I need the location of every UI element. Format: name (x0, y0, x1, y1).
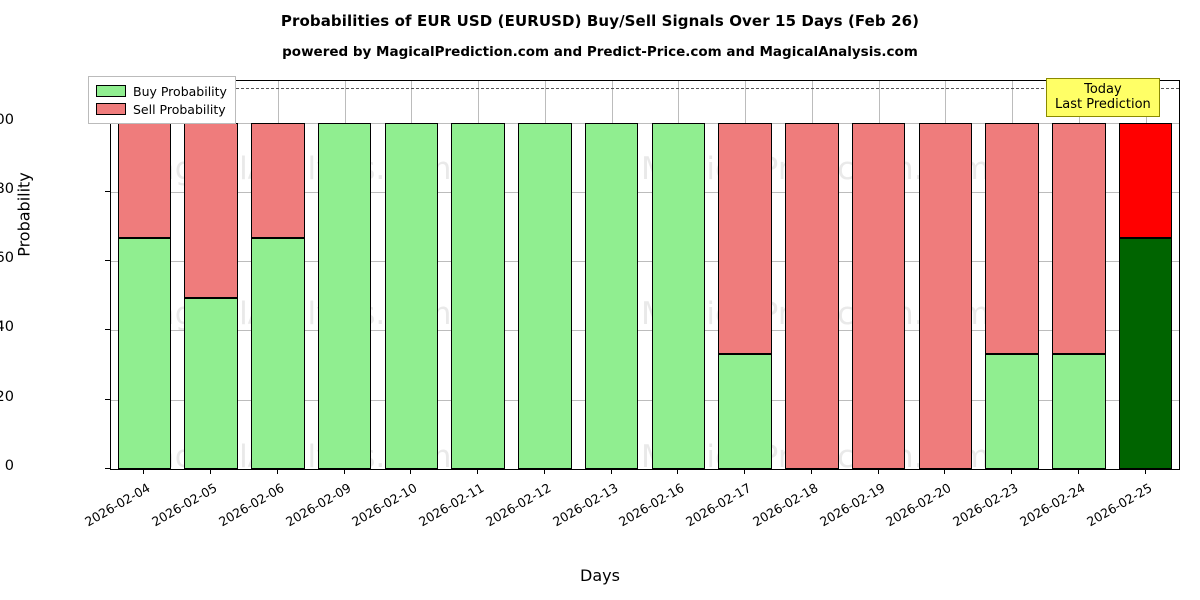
legend-item-sell: Sell Probability (96, 100, 227, 118)
bar-segment-sell[interactable] (718, 122, 772, 354)
bar-2026-02-19[interactable] (851, 122, 906, 469)
y-axis-tick-mark (105, 468, 110, 469)
y-axis-tick-label: 0 (4, 458, 14, 474)
x-axis-tick-mark (744, 469, 746, 474)
gridline-horizontal (111, 261, 1179, 263)
bar-segment-buy[interactable] (1118, 237, 1173, 469)
bar-2026-02-10[interactable] (384, 122, 439, 469)
bar-2026-02-13[interactable] (584, 122, 639, 469)
chart-subtitle: powered by MagicalPrediction.com and Pre… (282, 44, 918, 60)
plot-area: MagicalAnalysis.comMagicalPrediction.com… (110, 80, 1180, 470)
chart-legend: Buy Probability Sell Probability (88, 76, 236, 124)
bar-segment-buy[interactable] (451, 122, 505, 469)
bar-segment-buy[interactable] (317, 122, 372, 469)
bar-segment-buy[interactable] (117, 237, 172, 469)
today-annotation-line2: Last Prediction (1055, 97, 1151, 112)
bar-2026-02-25[interactable] (1118, 122, 1173, 469)
bar-2026-02-17[interactable] (718, 122, 772, 469)
bar-2026-02-16[interactable] (651, 122, 706, 469)
y-axis-tick-mark (105, 260, 110, 262)
y-axis-tick-label: 80 (0, 180, 14, 197)
x-axis-tick-mark (343, 469, 345, 474)
today-annotation: Today Last Prediction (1046, 78, 1160, 117)
legend-label-buy: Buy Probability (133, 83, 227, 99)
x-axis-tick-mark (543, 469, 545, 474)
bar-segment-sell[interactable] (851, 122, 906, 469)
bar-segment-sell[interactable] (184, 122, 238, 298)
bar-segment-buy[interactable] (518, 122, 572, 469)
legend-item-buy: Buy Probability (96, 82, 227, 100)
bar-2026-02-06[interactable] (251, 122, 305, 469)
bar-segment-buy[interactable] (718, 353, 772, 469)
bar-2026-02-24[interactable] (1052, 122, 1106, 469)
bar-segment-sell[interactable] (985, 122, 1039, 354)
bar-2026-02-09[interactable] (317, 122, 372, 469)
bar-2026-02-11[interactable] (451, 122, 505, 469)
bar-segment-buy[interactable] (651, 122, 706, 469)
x-axis-tick-mark (1077, 469, 1079, 474)
y-axis-tick-label: 20 (0, 388, 14, 405)
today-annotation-line1: Today (1084, 82, 1122, 97)
bar-segment-sell[interactable] (918, 122, 973, 469)
x-axis-tick-mark (877, 469, 879, 474)
y-axis-tick-mark (105, 190, 110, 192)
bar-segment-buy[interactable] (584, 122, 639, 469)
bar-2026-02-23[interactable] (985, 122, 1039, 469)
x-axis-tick-mark (276, 469, 278, 474)
legend-label-sell: Sell Probability (133, 101, 226, 117)
gridline-horizontal (111, 330, 1179, 332)
bar-2026-02-20[interactable] (918, 122, 973, 469)
y-axis-tick-label: 60 (0, 250, 14, 267)
x-axis-tick-mark (410, 469, 412, 474)
bar-2026-02-05[interactable] (184, 122, 238, 469)
bars-layer (111, 81, 1179, 469)
bar-2026-02-12[interactable] (518, 122, 572, 469)
bar-segment-sell[interactable] (785, 122, 839, 469)
y-axis-tick-mark (105, 398, 110, 400)
x-axis-tick-mark (1144, 469, 1146, 474)
bar-segment-buy[interactable] (184, 297, 238, 469)
gridline-horizontal (111, 469, 1179, 470)
x-axis-tick-mark (1011, 469, 1013, 474)
y-axis-label: Probability (14, 172, 34, 257)
page-title: Probabilities of EUR USD (EURUSD) Buy/Se… (280, 12, 920, 30)
x-axis-tick-mark (610, 469, 612, 474)
x-axis-tick-mark (677, 469, 679, 474)
x-axis-label: Days (580, 566, 620, 585)
y-axis-tick-label: 100 (0, 111, 14, 128)
bar-2026-02-18[interactable] (785, 122, 839, 469)
bar-segment-buy[interactable] (384, 122, 439, 469)
bar-segment-sell[interactable] (1052, 122, 1106, 354)
gridline-horizontal (111, 191, 1179, 193)
sell-color-swatch (96, 103, 126, 115)
x-axis-tick-mark (143, 469, 145, 474)
gridline-horizontal (111, 122, 1179, 124)
x-axis-tick-mark (477, 469, 479, 474)
y-axis-tick-mark (105, 329, 110, 331)
bar-segment-buy[interactable] (1052, 353, 1106, 469)
x-axis-tick-mark (944, 469, 946, 474)
x-axis-tick-mark (210, 469, 212, 474)
gridline-horizontal (111, 399, 1179, 401)
threshold-line (111, 87, 1179, 89)
bar-segment-buy[interactable] (251, 237, 305, 469)
bar-segment-buy[interactable] (985, 353, 1039, 469)
x-axis-tick-mark (810, 469, 812, 474)
buy-color-swatch (96, 85, 126, 97)
bar-segment-sell[interactable] (251, 122, 305, 238)
y-axis-tick-label: 40 (0, 319, 14, 336)
bar-2026-02-04[interactable] (117, 122, 172, 469)
bar-segment-sell[interactable] (1118, 122, 1173, 238)
bar-segment-sell[interactable] (117, 122, 172, 238)
